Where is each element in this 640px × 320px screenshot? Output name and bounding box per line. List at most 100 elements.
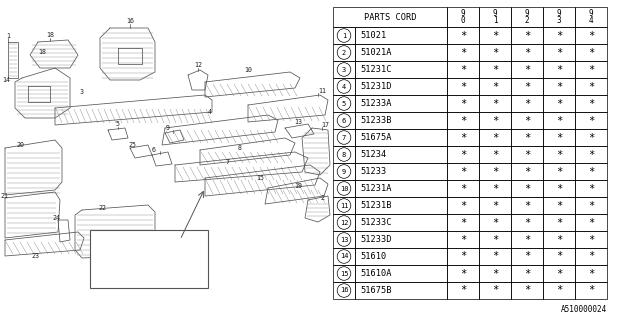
Text: *: * [524, 82, 530, 92]
Text: *: * [556, 116, 562, 125]
Text: 11: 11 [318, 88, 326, 94]
Bar [575, 248, 607, 265]
Text: 7: 7 [342, 134, 346, 140]
Bar [447, 27, 479, 44]
Text: *: * [460, 82, 466, 92]
Text: 22: 22 [98, 205, 106, 211]
Bar [333, 248, 355, 265]
Bar [575, 129, 607, 146]
Text: *: * [556, 285, 562, 295]
Bar [447, 146, 479, 163]
Bar [511, 112, 543, 129]
Text: *: * [524, 252, 530, 261]
Bar [447, 163, 479, 180]
Bar [90, 230, 208, 288]
Text: 25: 25 [128, 142, 136, 148]
Text: 11: 11 [340, 203, 348, 209]
Text: *: * [524, 47, 530, 58]
Bar [333, 146, 355, 163]
Bar [355, 180, 447, 197]
Bar [479, 7, 511, 27]
Bar [511, 27, 543, 44]
Bar [543, 231, 575, 248]
Text: 2: 2 [320, 195, 324, 201]
Text: *: * [492, 218, 498, 228]
Text: 23: 23 [31, 253, 39, 259]
Bar [447, 61, 479, 78]
Bar [333, 282, 355, 299]
Bar [355, 163, 447, 180]
Bar [355, 146, 447, 163]
Text: 51233A: 51233A [360, 99, 392, 108]
Text: 51231B: 51231B [360, 201, 392, 210]
Text: *: * [588, 82, 594, 92]
Bar [543, 44, 575, 61]
Text: 15: 15 [340, 270, 348, 276]
Bar [355, 78, 447, 95]
Bar [333, 265, 355, 282]
Text: *: * [588, 235, 594, 244]
Bar [543, 27, 575, 44]
Text: *: * [556, 65, 562, 75]
Bar [479, 146, 511, 163]
Bar [447, 7, 479, 27]
Text: 9
4: 9 4 [589, 9, 593, 26]
Bar [355, 282, 447, 299]
Bar [511, 282, 543, 299]
Text: *: * [492, 99, 498, 108]
Bar [479, 231, 511, 248]
Text: 9
0: 9 0 [461, 9, 465, 26]
Text: *: * [524, 218, 530, 228]
Bar [479, 248, 511, 265]
Bar [447, 231, 479, 248]
Text: 51233D: 51233D [360, 235, 392, 244]
Bar [479, 95, 511, 112]
Bar [543, 197, 575, 214]
Text: *: * [460, 149, 466, 159]
Text: *: * [460, 218, 466, 228]
Text: *: * [524, 149, 530, 159]
Text: 51233C: 51233C [360, 218, 392, 227]
Text: *: * [492, 47, 498, 58]
Bar [543, 265, 575, 282]
Bar [575, 231, 607, 248]
Bar [511, 265, 543, 282]
Bar [333, 180, 355, 197]
Text: 51233: 51233 [360, 167, 387, 176]
Text: *: * [524, 132, 530, 142]
Text: *: * [524, 166, 530, 177]
Text: *: * [588, 252, 594, 261]
Text: TURBO: TURBO [100, 278, 124, 287]
Text: *: * [460, 201, 466, 211]
Text: *: * [588, 201, 594, 211]
Bar [543, 129, 575, 146]
Text: *: * [460, 183, 466, 194]
Text: *: * [556, 82, 562, 92]
Bar [575, 163, 607, 180]
Text: *: * [556, 166, 562, 177]
Text: 51234: 51234 [360, 150, 387, 159]
Text: *: * [556, 183, 562, 194]
Bar [333, 95, 355, 112]
Text: 16: 16 [126, 18, 134, 24]
Bar [333, 27, 355, 44]
Text: 6: 6 [152, 147, 156, 153]
Bar [575, 265, 607, 282]
Text: *: * [524, 285, 530, 295]
Text: 3: 3 [80, 89, 84, 95]
Text: *: * [588, 47, 594, 58]
Text: *: * [588, 132, 594, 142]
Bar [575, 214, 607, 231]
Bar [575, 146, 607, 163]
Bar [479, 44, 511, 61]
Bar [543, 78, 575, 95]
Text: *: * [460, 116, 466, 125]
Bar [479, 78, 511, 95]
Text: *: * [588, 268, 594, 278]
Bar [543, 248, 575, 265]
Text: 3: 3 [342, 67, 346, 73]
Bar [543, 282, 575, 299]
Text: 26: 26 [89, 260, 97, 266]
Text: 51231D: 51231D [360, 82, 392, 91]
Bar [447, 214, 479, 231]
